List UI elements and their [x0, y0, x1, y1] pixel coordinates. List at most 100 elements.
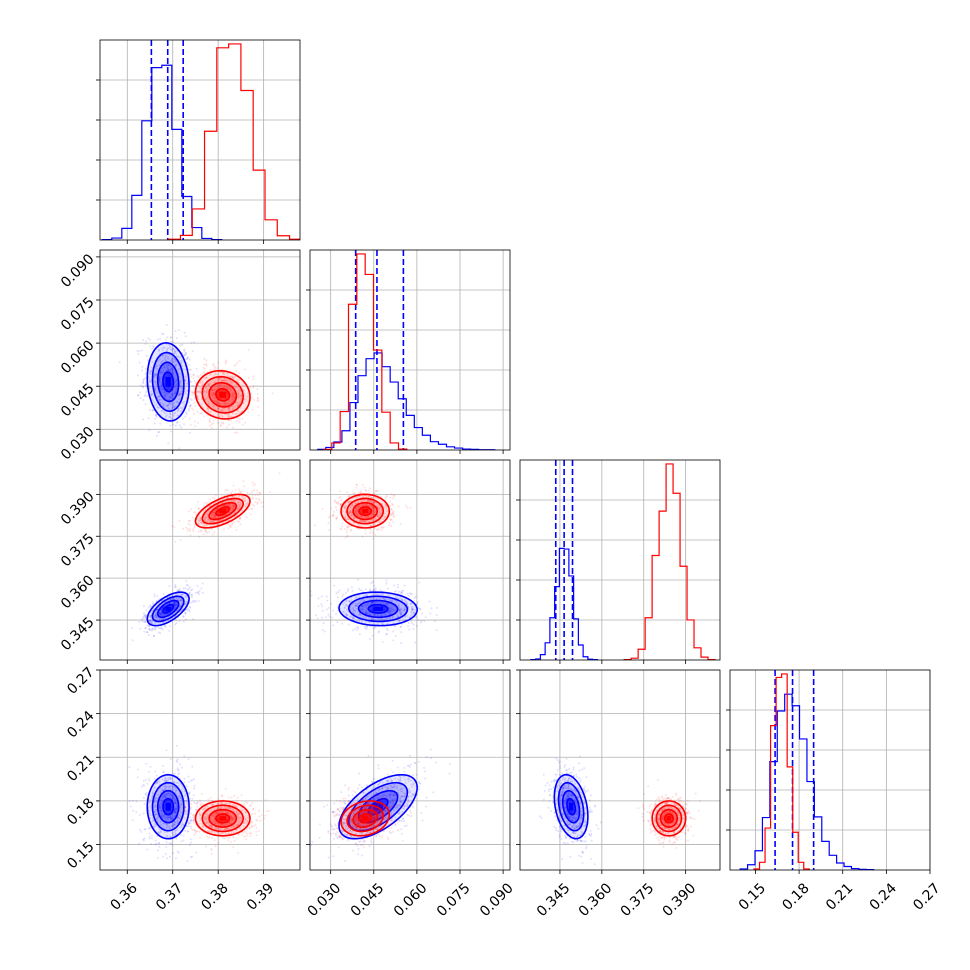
scatter-point	[149, 842, 152, 845]
scatter-point	[155, 373, 158, 376]
scatter-point	[192, 373, 195, 376]
scatter-point	[372, 501, 375, 504]
scatter-point	[171, 525, 174, 528]
scatter-point	[165, 414, 168, 417]
scatter-point	[359, 490, 362, 493]
scatter-point	[157, 431, 160, 434]
scatter-point	[203, 367, 206, 370]
scatter-point	[159, 611, 162, 614]
scatter-point	[196, 584, 199, 587]
scatter-point	[412, 611, 415, 614]
scatter-point	[170, 843, 173, 846]
scatter-point	[198, 508, 201, 511]
scatter-point	[174, 831, 177, 834]
scatter-point	[352, 492, 355, 495]
scatter-point	[170, 598, 173, 601]
scatter-point	[151, 792, 154, 795]
scatter-point	[388, 504, 391, 507]
scatter-point	[347, 518, 350, 521]
scatter-point	[414, 641, 417, 644]
scatter-point	[154, 770, 157, 773]
scatter-point	[224, 403, 227, 406]
scatter-point	[208, 531, 211, 534]
scatter-point	[161, 466, 163, 468]
scatter-point	[366, 515, 369, 518]
scatter-point	[244, 368, 247, 371]
scatter-point	[142, 812, 145, 815]
scatter-point	[185, 358, 188, 361]
scatter-point	[247, 408, 250, 411]
scatter-point	[213, 399, 216, 402]
scatter-point	[158, 350, 161, 353]
scatter-point	[158, 803, 161, 806]
scatter-point	[364, 593, 367, 596]
scatter-point	[223, 504, 226, 507]
scatter-point	[349, 511, 352, 514]
scatter-point	[388, 610, 391, 613]
scatter-point	[175, 364, 178, 367]
scatter-point	[197, 507, 200, 510]
scatter-point	[155, 842, 158, 845]
scatter-point	[346, 535, 349, 538]
scatter-point	[342, 593, 345, 596]
scatter-point	[157, 622, 160, 625]
scatter-point	[238, 388, 241, 391]
scatter-point	[155, 812, 158, 815]
scatter-point	[186, 382, 189, 385]
scatter-point	[358, 633, 361, 636]
scatter-point	[175, 352, 178, 355]
scatter-point	[354, 502, 357, 505]
scatter-point	[155, 613, 158, 616]
scatter-point	[172, 414, 175, 417]
scatter-point	[158, 780, 161, 783]
scatter-point	[159, 820, 162, 823]
scatter-point	[371, 496, 374, 499]
scatter-point	[387, 597, 390, 600]
scatter-point	[350, 511, 353, 514]
scatter-point	[170, 360, 173, 363]
scatter-point	[225, 379, 228, 382]
scatter-point	[332, 609, 335, 612]
scatter-point	[153, 422, 156, 425]
scatter-point	[218, 378, 221, 381]
scatter-point	[378, 511, 381, 514]
scatter-point	[371, 518, 374, 521]
scatter-point	[186, 356, 189, 359]
scatter-point	[371, 598, 374, 601]
scatter-point	[178, 597, 181, 600]
scatter-point	[205, 524, 208, 527]
scatter-point	[369, 514, 372, 517]
scatter-point	[189, 405, 192, 408]
scatter-point	[142, 796, 145, 799]
scatter-point	[172, 773, 175, 776]
scatter-point	[194, 511, 197, 514]
scatter-point	[181, 384, 184, 387]
scatter-point	[367, 515, 370, 518]
scatter-point	[233, 505, 236, 508]
scatter-point	[227, 408, 230, 411]
scatter-point	[357, 578, 360, 581]
scatter-point	[163, 794, 166, 797]
scatter-point	[141, 339, 144, 342]
scatter-point	[199, 374, 202, 377]
scatter-point	[246, 501, 249, 504]
scatter-point	[181, 365, 184, 368]
scatter-point	[372, 513, 375, 516]
scatter-point	[236, 520, 239, 523]
scatter-point	[172, 423, 175, 426]
scatter-point	[176, 589, 179, 592]
scatter-point	[392, 494, 395, 497]
y-tick-label: 0.390	[58, 489, 98, 529]
scatter-point	[340, 503, 343, 506]
scatter-point	[354, 602, 357, 605]
scatter-point	[228, 415, 231, 418]
scatter-point	[144, 377, 147, 380]
scatter-point	[177, 328, 180, 331]
scatter-point	[178, 826, 181, 829]
scatter-point	[196, 410, 199, 413]
scatter-point	[177, 598, 180, 601]
scatter-point	[175, 811, 178, 814]
scatter-point	[235, 369, 238, 372]
scatter-point	[164, 358, 167, 361]
